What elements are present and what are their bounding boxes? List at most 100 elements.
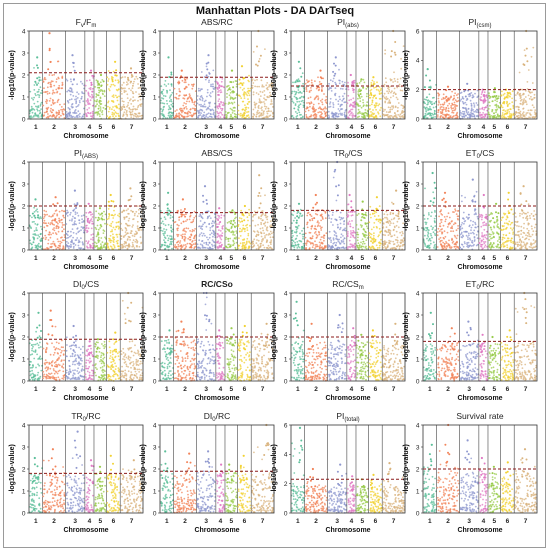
snp-point xyxy=(89,95,91,98)
snp-point xyxy=(343,242,346,245)
snp-peak-point xyxy=(99,73,103,77)
snp-point xyxy=(230,226,233,229)
snp-point xyxy=(200,112,203,114)
snp-point xyxy=(183,102,186,104)
snp-point xyxy=(431,228,434,231)
snp-point xyxy=(246,90,249,93)
snp-point xyxy=(89,99,92,102)
snp-point xyxy=(183,81,186,84)
snp-point xyxy=(114,213,116,216)
y-tick-label: 0 xyxy=(284,116,288,123)
snp-point xyxy=(394,93,397,96)
snp-point xyxy=(184,244,187,246)
snp-point xyxy=(392,105,395,107)
snp-point xyxy=(384,216,386,219)
snp-point xyxy=(378,205,381,208)
y-tick-label: 6 xyxy=(416,28,420,35)
snp-point xyxy=(59,247,61,250)
snp-point xyxy=(428,213,430,216)
snp-point xyxy=(218,217,220,219)
snp-point xyxy=(59,103,61,106)
snp-point xyxy=(259,245,262,248)
snp-point xyxy=(320,82,323,85)
snp-point xyxy=(441,116,444,119)
snp-point xyxy=(228,220,231,223)
snp-point xyxy=(292,240,295,243)
snp-point xyxy=(113,245,116,248)
snp-point xyxy=(428,247,431,249)
snp-point xyxy=(321,87,323,89)
snp-point xyxy=(425,110,428,113)
snp-point xyxy=(375,114,377,117)
snp-point xyxy=(204,78,207,81)
snp-point xyxy=(432,226,434,229)
snp-point xyxy=(123,91,126,94)
snp-point xyxy=(167,214,169,217)
snp-point xyxy=(47,113,49,115)
snp-point xyxy=(191,99,193,102)
snp-point xyxy=(219,105,221,108)
snp-point xyxy=(248,116,250,119)
snp-point xyxy=(221,109,223,112)
snp-point xyxy=(76,116,79,119)
snp-point xyxy=(69,78,72,81)
snp-point xyxy=(344,101,347,104)
snp-point xyxy=(174,114,177,117)
snp-point xyxy=(52,228,54,231)
snp-point xyxy=(393,226,396,229)
snp-point xyxy=(189,214,192,217)
snp-point xyxy=(272,106,274,108)
snp-point xyxy=(428,79,431,82)
snp-point xyxy=(301,72,304,75)
snp-point xyxy=(304,232,307,235)
snp-point xyxy=(359,90,361,93)
snp-point xyxy=(33,206,35,209)
snp-point xyxy=(393,71,395,74)
snp-point xyxy=(220,80,223,83)
snp-point xyxy=(101,215,104,217)
snp-point xyxy=(83,107,85,110)
snp-point xyxy=(205,108,208,111)
snp-peak-point xyxy=(73,189,76,192)
snp-point xyxy=(258,206,261,209)
snp-point xyxy=(397,212,400,215)
snp-point xyxy=(126,115,129,117)
snp-point xyxy=(127,235,130,238)
snp-point xyxy=(191,229,194,231)
snp-point xyxy=(42,217,45,220)
snp-point xyxy=(67,245,70,248)
snp-point xyxy=(192,218,195,221)
snp-point xyxy=(323,237,325,240)
snp-point xyxy=(437,104,440,106)
snp-point xyxy=(113,113,115,116)
snp-point xyxy=(450,107,453,110)
snp-point xyxy=(350,233,353,236)
y-tick-label: 2 xyxy=(153,72,157,79)
snp-point xyxy=(335,241,338,244)
snp-point xyxy=(321,103,324,106)
snp-point xyxy=(302,227,305,230)
snp-point xyxy=(58,210,61,213)
snp-point xyxy=(377,111,379,114)
snp-point xyxy=(34,244,37,247)
snp-point xyxy=(38,94,41,97)
snp-point xyxy=(316,201,318,204)
snp-point xyxy=(36,237,39,240)
snp-point xyxy=(439,115,442,118)
snp-point xyxy=(171,112,174,115)
snp-point xyxy=(502,109,504,112)
snp-point xyxy=(203,242,206,244)
snp-point xyxy=(161,97,163,99)
chromosome-tick-label: 1 xyxy=(296,255,300,262)
snp-peak-point xyxy=(334,56,337,59)
snp-point xyxy=(189,108,192,111)
snp-point xyxy=(166,210,169,212)
snp-point xyxy=(314,227,317,230)
snp-point xyxy=(305,116,308,119)
snp-point xyxy=(61,209,63,212)
chromosome-tick-label: 6 xyxy=(243,124,247,131)
snp-point xyxy=(247,92,250,95)
snp-point xyxy=(99,108,102,110)
snp-point xyxy=(121,105,124,108)
snp-point xyxy=(63,117,66,119)
